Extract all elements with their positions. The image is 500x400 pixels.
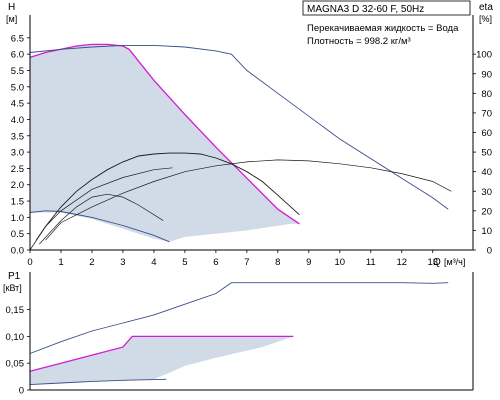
x-tick-label: 13 bbox=[427, 257, 438, 268]
x-tick-label: 12 bbox=[396, 257, 407, 268]
x-tick-label: 4 bbox=[151, 257, 156, 268]
x-tick-label: 10 bbox=[335, 257, 346, 268]
x-tick-label: 8 bbox=[275, 257, 280, 268]
x-tick-label: 2 bbox=[89, 257, 94, 268]
power-max-curve bbox=[29, 335, 294, 372]
x-tick-label: 1 bbox=[58, 257, 63, 268]
y2-tick-label: 0 bbox=[487, 246, 492, 257]
y2-axis-label: eta bbox=[479, 2, 493, 13]
p1-tick-label: 0,10 bbox=[6, 332, 25, 343]
y2-tick-label: 50 bbox=[481, 148, 492, 159]
p1-tick-label: 0,05 bbox=[6, 359, 25, 370]
operating-area bbox=[30, 44, 300, 242]
power-pump-curve-max bbox=[29, 282, 449, 354]
eta-curve-3 bbox=[39, 193, 164, 245]
x-tick-label: 6 bbox=[213, 257, 218, 268]
y-tick-label: 5.0 bbox=[11, 82, 24, 93]
x-tick-label: 7 bbox=[244, 257, 249, 268]
eta-curve-4 bbox=[45, 159, 452, 241]
y-tick-label: 4.5 bbox=[11, 99, 24, 110]
y2-tick-label: 60 bbox=[481, 128, 492, 139]
y-tick-label: 2.5 bbox=[11, 164, 24, 175]
y2-tick-label: 90 bbox=[481, 69, 492, 80]
p1-tick-label: 0,15 bbox=[6, 305, 25, 316]
y-tick-label: 5.5 bbox=[11, 66, 24, 77]
y-tick-label: 1.0 bbox=[11, 213, 24, 224]
chart-title: MAGNA3 D 32-60 F, 50Hz bbox=[307, 4, 424, 15]
y-tick-label: 1.5 bbox=[11, 197, 24, 208]
y2-tick-label: 40 bbox=[481, 167, 492, 178]
y2-tick-label: 100 bbox=[476, 50, 492, 61]
y-tick-label: 0.5 bbox=[11, 229, 24, 240]
y-axis-label: H bbox=[8, 2, 15, 13]
x-tick-label: 3 bbox=[120, 257, 125, 268]
x-tick-label: 9 bbox=[306, 257, 311, 268]
title-box bbox=[302, 0, 471, 16]
y-tick-label: 3.5 bbox=[11, 131, 24, 142]
y-tick-label: 2.0 bbox=[11, 180, 24, 191]
y-tick-label: 6.5 bbox=[11, 33, 24, 44]
y-tick-label: 0.0 bbox=[11, 246, 24, 257]
y2-tick-label: 70 bbox=[481, 108, 492, 119]
y-tick-label: 6.0 bbox=[11, 50, 24, 61]
p1-axis-label: P1 bbox=[8, 271, 21, 282]
x-axis-unit: [м³/ч] bbox=[444, 257, 465, 267]
y2-tick-label: 20 bbox=[481, 206, 492, 217]
y2-tick-label: 80 bbox=[481, 89, 492, 100]
pump-curve-min bbox=[29, 210, 170, 243]
x-tick-label: 11 bbox=[366, 257, 376, 268]
y2-tick-label: 10 bbox=[481, 226, 492, 237]
p1-tick-label: 0 bbox=[19, 386, 24, 397]
x-tick-label: 5 bbox=[182, 257, 187, 268]
p1-axis-unit: [кВт] bbox=[3, 283, 22, 293]
y-tick-label: 3.0 bbox=[11, 148, 24, 159]
power-operating-area bbox=[30, 336, 294, 385]
pump-curve-max bbox=[29, 44, 449, 210]
x-axis-label: Q bbox=[433, 257, 441, 268]
eta-curve-2 bbox=[35, 152, 300, 241]
y2-tick-label: 30 bbox=[481, 187, 492, 198]
y-axis-unit: [м] bbox=[6, 14, 17, 24]
annotation-liquid: Перекачиваемая жидкость = Вода bbox=[307, 23, 459, 34]
x-tick-label: 0 bbox=[27, 257, 32, 268]
power-pump-curve-min bbox=[29, 378, 167, 386]
y-tick-label: 4.0 bbox=[11, 115, 24, 126]
y2-axis-unit: [%] bbox=[479, 14, 492, 24]
annotation-density: Плотность = 998.2 кг/м³ bbox=[307, 36, 411, 47]
